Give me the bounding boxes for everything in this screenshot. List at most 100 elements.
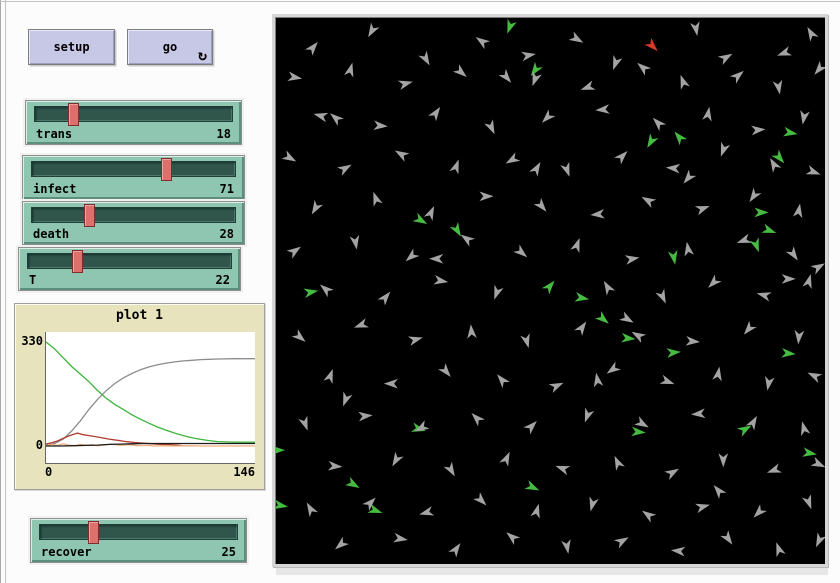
trans-slider-handle[interactable] bbox=[68, 103, 79, 126]
plot-area bbox=[45, 332, 255, 464]
turtle-agent bbox=[641, 196, 657, 209]
turtle-agent bbox=[756, 292, 772, 302]
turtle-agent bbox=[345, 476, 360, 488]
turtle-agent bbox=[680, 74, 690, 90]
turtle-agent bbox=[433, 274, 449, 285]
turtle-agent bbox=[275, 445, 286, 456]
world-canvas bbox=[275, 18, 825, 558]
turtle-agent bbox=[736, 233, 752, 244]
turtle-agent bbox=[475, 37, 491, 50]
turtle-agent bbox=[665, 163, 681, 174]
turtle-agent bbox=[749, 187, 762, 203]
turtle-agent bbox=[801, 494, 812, 510]
death-slider-label: death bbox=[33, 227, 70, 241]
turtle-agent bbox=[281, 150, 297, 162]
turtle-agent bbox=[305, 41, 318, 56]
window-frame-left-inner bbox=[5, 0, 6, 583]
death-slider-track[interactable] bbox=[31, 204, 236, 227]
plot-line-green-pen bbox=[46, 341, 255, 443]
turtle-agent bbox=[570, 238, 580, 253]
turtle-agent bbox=[335, 536, 349, 550]
turtle-agent bbox=[684, 241, 694, 257]
turtle-agent bbox=[460, 234, 475, 247]
turtle-agent bbox=[275, 499, 288, 510]
go-button[interactable]: go ↻ bbox=[127, 29, 213, 65]
trans-slider-value: 18 bbox=[216, 127, 231, 141]
setup-button[interactable]: setup bbox=[28, 29, 115, 65]
turtle-agent bbox=[506, 532, 521, 546]
turtle-agent bbox=[394, 150, 410, 162]
turtle-agent bbox=[423, 206, 435, 221]
turtle-agent bbox=[507, 18, 517, 34]
world-view bbox=[272, 14, 828, 567]
turtle-agent bbox=[520, 333, 530, 349]
recover-slider-value: 25 bbox=[221, 545, 236, 559]
trans-slider[interactable]: trans 18 bbox=[25, 100, 242, 145]
turtle-agent bbox=[574, 292, 590, 302]
turtle-agent bbox=[541, 109, 556, 123]
turtle-agent bbox=[753, 504, 767, 518]
plot-canvas bbox=[46, 341, 255, 447]
turtle-agent bbox=[368, 22, 380, 38]
turtle-agent bbox=[729, 70, 744, 84]
turtle-agent bbox=[751, 125, 766, 136]
turtle-agent bbox=[807, 372, 823, 383]
turtle-agent bbox=[397, 80, 413, 90]
turtle-agent bbox=[524, 480, 540, 491]
infect-slider-track[interactable] bbox=[31, 158, 236, 181]
turtle-agent bbox=[529, 161, 541, 177]
turtle-agent bbox=[644, 37, 658, 52]
t-slider-handle[interactable] bbox=[72, 250, 83, 273]
t-slider[interactable]: T 22 bbox=[18, 247, 241, 291]
turtle-agent bbox=[670, 546, 686, 557]
turtle-agent bbox=[614, 151, 628, 165]
turtle-agent bbox=[708, 274, 722, 288]
turtle-agent bbox=[373, 191, 383, 207]
plot-line-gray-pen bbox=[46, 358, 255, 447]
turtle-agent bbox=[555, 465, 571, 476]
forever-loop-icon: ↻ bbox=[197, 46, 207, 64]
turtle-agent bbox=[807, 27, 819, 42]
turtle-agent bbox=[494, 284, 504, 300]
turtle-agent bbox=[362, 497, 376, 511]
turtle-agent bbox=[561, 539, 571, 554]
turtle-agent bbox=[532, 71, 542, 87]
trans-slider-label: trans bbox=[36, 127, 73, 141]
turtle-agent bbox=[613, 55, 623, 70]
t-slider-track[interactable] bbox=[27, 250, 232, 273]
turtle-agent bbox=[419, 506, 435, 516]
recover-slider-track[interactable] bbox=[39, 521, 238, 544]
turtle-agent bbox=[429, 253, 444, 264]
recover-slider[interactable]: recover 25 bbox=[30, 518, 247, 563]
death-slider-handle[interactable] bbox=[84, 204, 95, 227]
turtle-agent bbox=[448, 543, 461, 558]
infect-slider-handle[interactable] bbox=[161, 158, 172, 181]
turtle-agent bbox=[574, 321, 587, 336]
turtle-agent bbox=[471, 412, 485, 427]
turtle-agent bbox=[358, 411, 373, 422]
turtle-agent bbox=[541, 280, 555, 295]
turtle-agent bbox=[313, 112, 329, 123]
turtle-agent bbox=[736, 425, 752, 437]
death-slider-value: 28 bbox=[219, 227, 234, 241]
turtle-agent bbox=[801, 421, 811, 437]
x-axis-max-label: 146 bbox=[233, 465, 255, 479]
t-slider-label: T bbox=[29, 273, 37, 287]
turtle-agent bbox=[392, 451, 404, 467]
turtle-agent bbox=[343, 391, 353, 407]
turtle-agent bbox=[761, 223, 777, 233]
turtle-agent bbox=[771, 149, 785, 164]
infect-slider[interactable]: infect 71 bbox=[22, 155, 245, 200]
turtle-agent bbox=[590, 209, 605, 219]
turtle-agent bbox=[749, 237, 759, 253]
death-slider[interactable]: death 28 bbox=[22, 201, 245, 245]
turtle-agent bbox=[647, 133, 659, 149]
turtle-agent bbox=[720, 530, 733, 545]
turtle-agent bbox=[373, 120, 388, 130]
recover-slider-handle[interactable] bbox=[88, 521, 99, 544]
turtle-agent bbox=[377, 291, 391, 306]
trans-slider-track[interactable] bbox=[34, 103, 233, 126]
turtle-agent bbox=[683, 169, 697, 184]
turtle-agent bbox=[765, 375, 775, 391]
